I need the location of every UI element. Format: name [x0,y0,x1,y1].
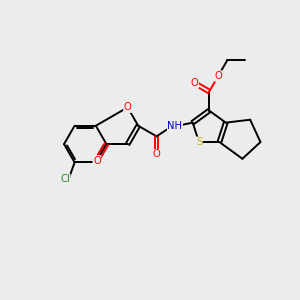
Text: Cl: Cl [60,174,70,184]
Text: NH: NH [167,121,182,131]
Text: O: O [124,102,131,112]
Text: S: S [196,137,202,147]
Text: O: O [93,156,101,166]
Text: O: O [191,78,198,88]
Text: O: O [214,71,222,81]
Text: O: O [153,149,160,159]
